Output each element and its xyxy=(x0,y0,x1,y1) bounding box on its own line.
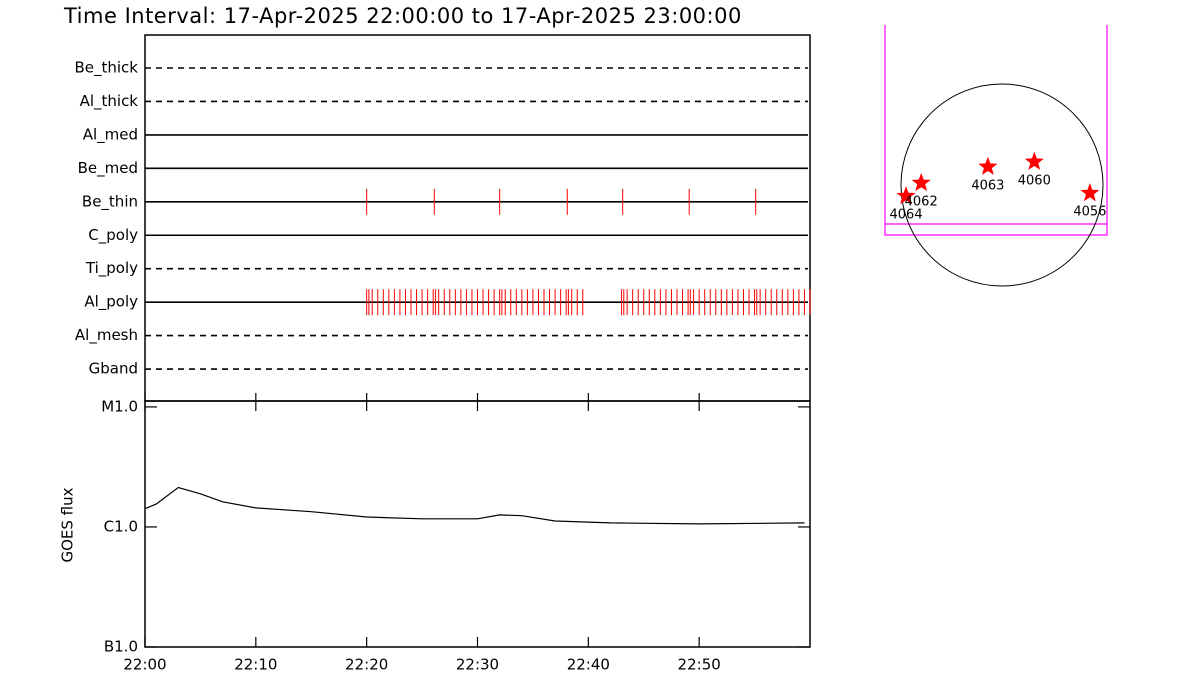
region-label: 4064 xyxy=(890,208,923,223)
x-tick-label: 22:00 xyxy=(123,656,166,674)
region-label: 4063 xyxy=(971,178,1004,193)
filter-label: Be_thick xyxy=(74,59,138,78)
x-tick-label: 22:40 xyxy=(567,656,610,674)
x-tick-label: 22:10 xyxy=(234,656,277,674)
region-star xyxy=(896,186,916,205)
filter-label: Ti_poly xyxy=(85,259,138,278)
filter-label: Be_thin xyxy=(82,192,138,211)
chart-title: Time Interval: 17-Apr-2025 22:00:00 to 1… xyxy=(63,4,742,28)
filter-label: C_poly xyxy=(88,226,138,245)
region-label: 4062 xyxy=(905,194,938,209)
region-star xyxy=(978,156,998,175)
solar-disk xyxy=(900,83,1104,287)
filter-label: Al_poly xyxy=(84,293,138,312)
x-tick-label: 22:30 xyxy=(456,656,499,674)
y-tick-label: C1.0 xyxy=(104,517,138,535)
filter-label: Al_med xyxy=(83,125,138,144)
filter-label: Gband xyxy=(89,360,138,378)
region-label: 4060 xyxy=(1018,173,1051,188)
region-star xyxy=(911,173,931,192)
filter-label: Be_med xyxy=(78,159,138,178)
region-star xyxy=(1024,151,1044,170)
x-tick-label: 22:50 xyxy=(678,656,721,674)
filter-label: Al_thick xyxy=(80,92,139,111)
region-label: 4056 xyxy=(1073,205,1106,220)
fov-box xyxy=(884,25,1108,236)
x-tick-label: 22:20 xyxy=(345,656,388,674)
y-tick-label: M1.0 xyxy=(101,397,138,415)
timeline-frame xyxy=(144,34,811,402)
filter-label: Al_mesh xyxy=(75,326,138,345)
y-axis-label: GOES flux xyxy=(59,487,77,562)
region-star xyxy=(1080,183,1100,202)
goes-line xyxy=(144,486,805,525)
y-tick-label: B1.0 xyxy=(104,638,138,656)
